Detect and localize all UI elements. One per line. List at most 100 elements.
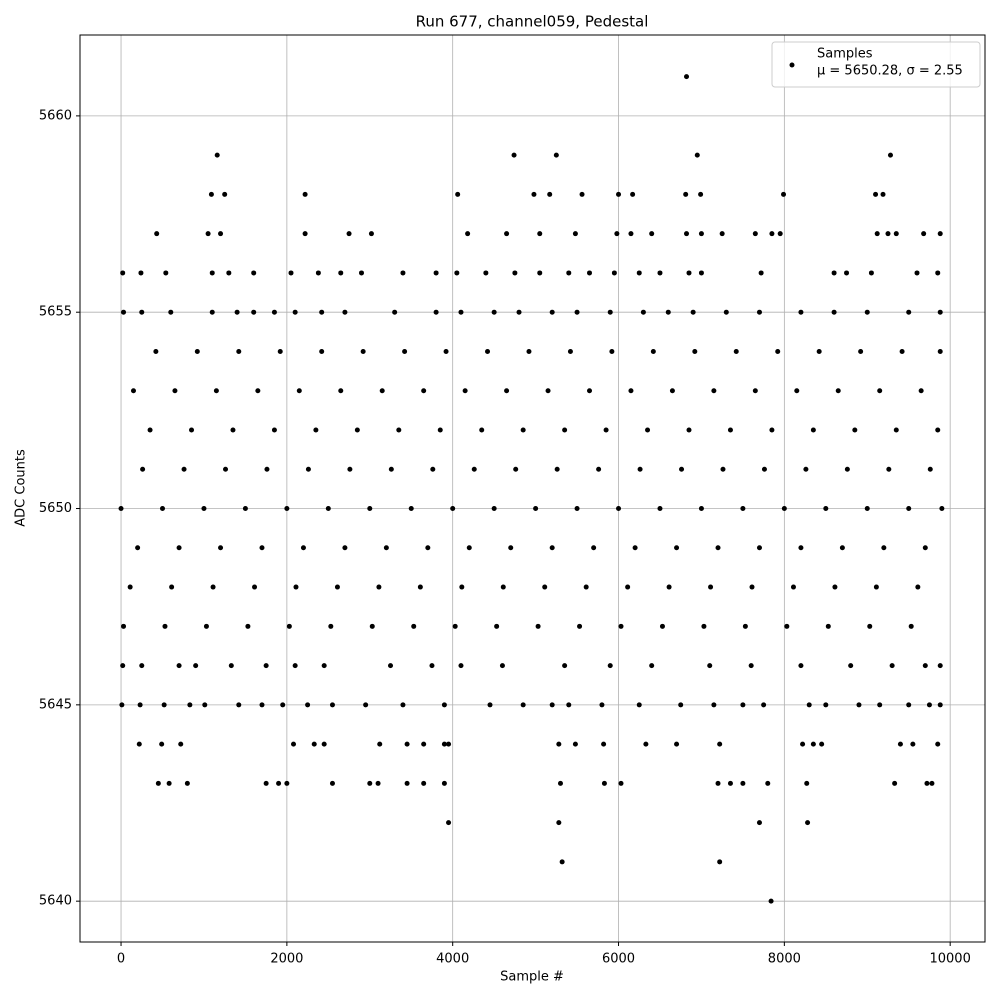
point xyxy=(280,702,286,708)
point xyxy=(319,348,325,354)
point xyxy=(877,702,883,708)
point xyxy=(500,584,506,590)
point xyxy=(897,741,903,747)
point xyxy=(404,780,410,786)
point xyxy=(733,348,739,354)
point xyxy=(554,466,560,472)
point xyxy=(251,270,257,276)
point xyxy=(218,231,224,237)
point xyxy=(302,191,308,197)
point xyxy=(547,191,553,197)
point xyxy=(935,427,941,433)
point xyxy=(168,309,174,315)
point xyxy=(223,466,229,472)
point xyxy=(252,584,258,590)
point xyxy=(172,388,178,394)
point xyxy=(471,466,477,472)
point xyxy=(234,309,240,315)
point xyxy=(708,584,714,590)
point xyxy=(276,780,282,786)
point xyxy=(649,231,655,237)
point xyxy=(491,309,497,315)
point xyxy=(388,663,394,669)
point xyxy=(487,702,493,708)
point xyxy=(325,506,331,512)
point xyxy=(511,152,517,158)
point xyxy=(937,309,943,315)
point xyxy=(499,663,505,669)
point xyxy=(479,427,485,433)
point xyxy=(616,506,622,512)
point xyxy=(756,309,762,315)
point xyxy=(271,309,277,315)
point xyxy=(906,506,912,512)
point xyxy=(877,388,883,394)
point xyxy=(628,388,634,394)
point xyxy=(379,388,385,394)
point xyxy=(659,623,665,629)
point xyxy=(402,348,408,354)
point xyxy=(377,741,383,747)
point xyxy=(504,388,510,394)
point xyxy=(910,741,916,747)
point xyxy=(176,545,182,551)
point xyxy=(121,309,127,315)
point xyxy=(684,231,690,237)
point xyxy=(329,702,335,708)
point xyxy=(526,348,532,354)
point xyxy=(683,191,689,197)
point xyxy=(823,702,829,708)
point xyxy=(723,309,729,315)
point xyxy=(400,702,406,708)
point xyxy=(450,506,456,512)
point xyxy=(892,780,898,786)
point xyxy=(264,466,270,472)
point xyxy=(553,152,559,158)
point xyxy=(562,427,568,433)
point xyxy=(153,348,159,354)
point xyxy=(873,584,879,590)
point xyxy=(800,741,806,747)
legend-stats: μ = 5650.28, σ = 2.55 xyxy=(817,64,963,79)
point xyxy=(392,309,398,315)
point xyxy=(844,270,850,276)
point xyxy=(684,74,690,80)
point xyxy=(178,741,184,747)
y-tick-label: 5650 xyxy=(39,501,72,516)
y-tick-label: 5645 xyxy=(39,697,72,712)
point xyxy=(208,191,214,197)
point xyxy=(545,388,551,394)
point xyxy=(618,623,624,629)
point xyxy=(698,231,704,237)
point xyxy=(263,663,269,669)
point xyxy=(893,231,899,237)
point xyxy=(549,702,555,708)
point xyxy=(458,309,464,315)
point xyxy=(711,388,717,394)
point xyxy=(740,506,746,512)
point xyxy=(632,545,638,551)
point xyxy=(711,702,717,708)
point xyxy=(825,623,831,629)
point xyxy=(717,741,723,747)
point xyxy=(189,427,195,433)
point xyxy=(805,820,811,826)
point xyxy=(937,348,943,354)
point xyxy=(777,231,783,237)
point xyxy=(864,309,870,315)
point xyxy=(328,623,334,629)
point xyxy=(421,388,427,394)
point xyxy=(889,663,895,669)
x-tick-label: 0 xyxy=(117,952,125,967)
point xyxy=(715,780,721,786)
point xyxy=(628,231,634,237)
point xyxy=(893,427,899,433)
point xyxy=(698,191,704,197)
point xyxy=(678,702,684,708)
plot-frame xyxy=(79,34,986,943)
point xyxy=(147,427,153,433)
point xyxy=(218,545,224,551)
point xyxy=(376,584,382,590)
point xyxy=(277,348,283,354)
